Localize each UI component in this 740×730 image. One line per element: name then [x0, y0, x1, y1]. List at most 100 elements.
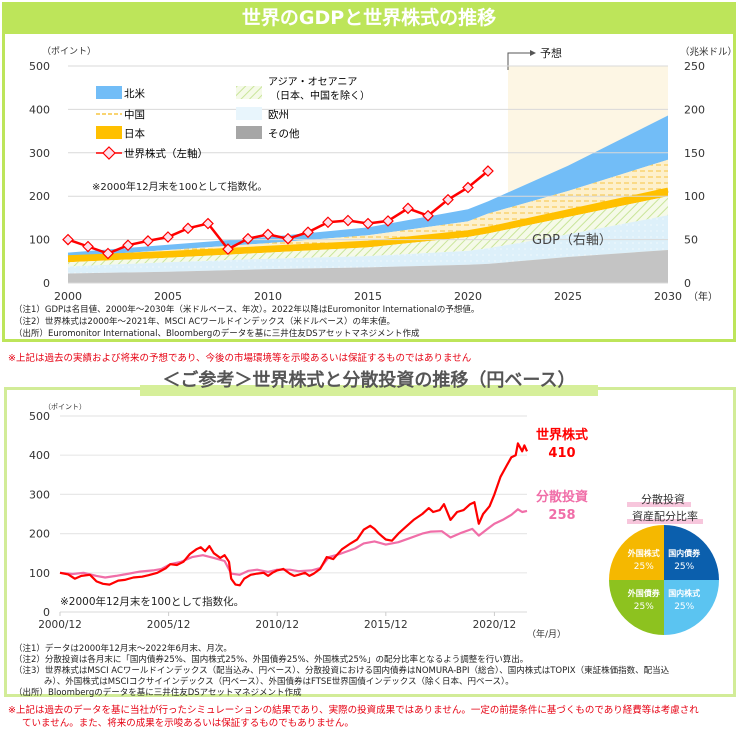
- gdp-area-china: [68, 159, 668, 258]
- stocks-point: [122, 239, 134, 252]
- stocks-point: [362, 217, 374, 230]
- pie-title-highlight: [627, 502, 691, 507]
- chart2-note-3b: み）、外国株式はMSCIコクサイインデックス（円ベース）、外国債券はFTSE世界…: [44, 677, 514, 687]
- x-tick-label: 2000: [54, 290, 82, 303]
- x-tick-label: 2010/12: [255, 619, 299, 631]
- x-tick-label: 2025: [554, 290, 582, 303]
- pie-slice: [664, 580, 719, 635]
- chart1-note-1: （注1）GDPは名目値、2000年～2030年（米ドルベース、年次）。2022年…: [14, 305, 480, 315]
- chart2-note-2: （注2）分散投資は各月末に「国内債券25%、国内株式25%、外国債券25%、外国…: [14, 655, 529, 665]
- forecast-label: 予想: [540, 46, 562, 60]
- left-tick-label: 400: [29, 103, 50, 116]
- right-tick-label: 100: [684, 190, 705, 203]
- legend-swatch-north-america: [96, 86, 122, 99]
- legend-swatch-other: [236, 126, 262, 139]
- legend-swatch-europe: [236, 107, 262, 120]
- left-tick-label: 100: [29, 234, 50, 247]
- legend-label-asia-oceania: アジア・オセアニア: [268, 76, 357, 88]
- legend-label-china: 中国: [124, 108, 145, 121]
- gdp-japan-line: [67, 187, 669, 261]
- stocks-point: [342, 214, 354, 227]
- stocks-point: [262, 228, 274, 241]
- y-tick-label: 500: [29, 410, 50, 423]
- legend-diamond-icon: [102, 146, 116, 160]
- x-axis-unit: （年）: [688, 290, 718, 303]
- legend-label-stocks: 世界株式（左軸）: [124, 147, 208, 160]
- diversified-end-value: 258: [548, 508, 575, 523]
- world-stocks-line: [59, 442, 529, 587]
- x-tick-label: 2030: [654, 290, 682, 303]
- disclaimer-2-line2: ていません。また、将来の成果を示唆あるいは保証するものでもありません。: [22, 718, 354, 729]
- stocks-point: [482, 165, 494, 177]
- y-tick-label: 0: [43, 606, 50, 619]
- stocks-vs-diversified-chart: 0 100 200 300 400 500（ポイント） 2000/12 2005/12 2010…: [29, 403, 719, 640]
- stocks-point: [322, 216, 334, 229]
- stocks-point: [202, 217, 214, 230]
- x-tick-label: 2020: [454, 290, 482, 303]
- chart1-source: （出所）Euromonitor International、Bloombergの…: [14, 329, 420, 339]
- legend-label-north-america: 北米: [124, 87, 145, 100]
- section2-title-highlight: [140, 385, 598, 396]
- stocks-point: [182, 222, 194, 235]
- index-annotation: ※2000年12月末を100として指数化。: [60, 595, 244, 608]
- stocks-point: [382, 215, 394, 227]
- gdp-area-europe: [68, 215, 668, 274]
- disclaimer-1: ※上記は過去の実績および将来の予想であり、今後の市場環境等を示唆あるいは保証する…: [8, 353, 472, 364]
- gdp-area-asia-oceania: [68, 196, 668, 267]
- pie-slice-label: 国内債券: [668, 548, 701, 558]
- x-tick-label: 2000/12: [38, 619, 82, 631]
- left-tick-label: 0: [43, 277, 50, 290]
- legend-label-japan: 日本: [124, 127, 145, 140]
- gdp-stocks-chart: 予想 （ポイント） 0 100 200 300 400 500 （兆米ドル） 0 50 100 150 2…: [29, 46, 737, 303]
- forecast-arrow-head-icon: [530, 50, 536, 56]
- pie-title-highlight: [627, 519, 703, 524]
- legend-swatch-asia-oceania: [236, 86, 262, 99]
- legend-swatch-japan: [96, 126, 122, 139]
- left-axis-unit: （ポイント）: [42, 46, 96, 57]
- stocks-point: [102, 247, 114, 260]
- index-annotation: ※2000年12月末を100として指数化。: [92, 180, 267, 193]
- chart2-note-3a: （注3）世界株式はMSCI ACワールドインデックス（配当込み、円ベース）、分散…: [14, 666, 670, 676]
- diversified-label: 分散投資: [536, 489, 588, 505]
- stocks-point: [422, 209, 434, 222]
- chart2-source: （出所）Bloombergのデータを基に三井住友DSアセットマネジメント作成: [14, 688, 302, 698]
- gdp-stocks-panel: [2, 2, 736, 342]
- forecast-arrow: [507, 52, 530, 70]
- chart1-note-2: （注2）世界株式は2000年～2021年、MSCI ACワールドインデックス（米…: [14, 317, 395, 327]
- left-tick-label: 200: [29, 190, 50, 203]
- x-tick-label: 2005: [154, 290, 182, 303]
- pie-slice-pct: 25%: [674, 562, 694, 572]
- x-axis-unit: （年/月）: [527, 628, 566, 640]
- x-tick-label: 2010: [254, 290, 282, 303]
- diversified-line: [59, 508, 528, 579]
- pie-title-line1: 分散投資: [641, 492, 685, 506]
- x-tick-label: 2020/12: [473, 619, 517, 631]
- stocks-point: [462, 181, 474, 194]
- stocks-point: [402, 202, 414, 215]
- gdp-area-other: [68, 250, 668, 283]
- left-tick-label: 500: [29, 60, 50, 73]
- pie-slice-pct: 25%: [674, 602, 694, 612]
- world-stocks-label: 世界株式: [536, 427, 588, 443]
- gdp-annotation: GDP（右軸）: [532, 233, 612, 248]
- pie-slice-label: 外国株式: [628, 548, 660, 558]
- x-tick-label: 2015: [354, 290, 382, 303]
- right-tick-label: 50: [684, 234, 698, 247]
- stocks-point: [62, 233, 74, 246]
- legend-label-europe: 欧州: [268, 109, 289, 121]
- stocks-point: [242, 232, 254, 245]
- y-tick-label: 200: [29, 528, 50, 541]
- page-title: 世界のGDPと世界株式の推移: [2, 2, 736, 34]
- y-axis-unit: （ポイント）: [44, 403, 86, 411]
- pie-slice-pct: 25%: [634, 602, 654, 612]
- stocks-point: [162, 231, 174, 243]
- stocks-point: [82, 240, 94, 253]
- pie-slice-label: 国内株式: [668, 588, 700, 598]
- x-tick-label: 2005/12: [147, 619, 191, 631]
- pie-slice: [609, 525, 664, 580]
- y-tick-label: 400: [29, 449, 50, 462]
- pie-slice: [664, 525, 719, 580]
- stocks-point: [222, 243, 234, 255]
- legend-label-asia-oceania-sub: （日本、中国を除く）: [270, 89, 370, 102]
- stocks-point: [302, 226, 314, 239]
